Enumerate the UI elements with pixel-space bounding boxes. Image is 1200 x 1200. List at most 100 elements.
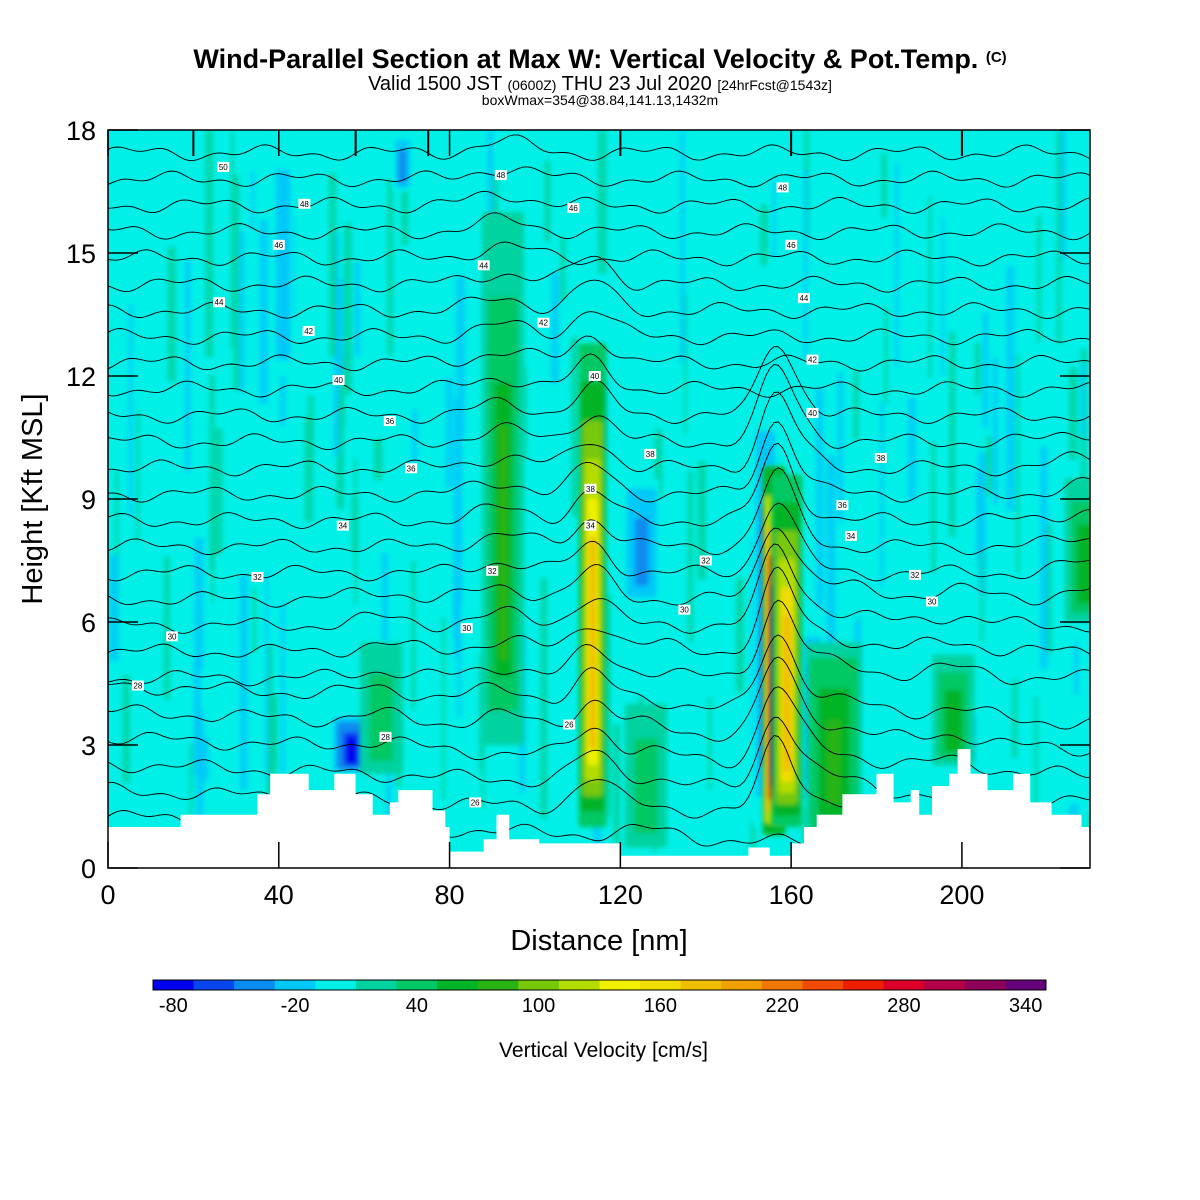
contour-label-bg [213,297,226,308]
field-streak [336,278,344,383]
colorbar-tick-label: 40 [406,995,428,1017]
contour-label-text: 26 [471,798,480,807]
contour-label-text: 32 [910,571,919,580]
colorbar-tick-label: -20 [281,995,310,1017]
contour-label-bg [644,448,657,459]
field-streak [343,223,352,395]
contour-label-text: 40 [590,372,599,381]
colorbar-swatch [193,980,235,990]
colorbar-swatch [640,980,682,990]
contour-label-text: 32 [253,573,262,582]
updraft-band [640,761,652,825]
contour-label: 30 [926,596,939,607]
y-tick-label: 6 [81,608,96,638]
contour-label-bg [217,161,230,172]
field-streak [354,262,361,356]
contour-label-text: 46 [569,204,578,213]
updraft-8 [624,704,668,848]
colorbar-swatch [396,980,438,990]
theta-contour-line [108,311,1090,346]
contour-label: 42 [806,354,819,365]
colorbar-swatch [518,980,560,990]
field-streak [613,724,621,845]
theta-contour-line [108,255,1090,293]
field-streak [880,402,884,587]
field-streak [826,455,836,688]
theta-contour-line [108,467,1090,556]
contour-label-bg [383,416,396,427]
field-streak [853,370,859,440]
contour-label: 38 [584,483,597,494]
field-streak [386,734,392,868]
contour-label-text: 36 [407,464,416,473]
field-streak [1034,696,1038,810]
contour-label: 48 [776,182,789,193]
contour-label-bg [776,182,789,193]
field-streak [194,538,204,668]
colorbar-swatch [558,980,600,990]
y-tick-label: 9 [81,485,96,515]
contour-label-bg [908,569,921,580]
valid-date: THU 23 Jul 2020 [561,73,712,95]
updraft-band [826,719,841,805]
contour-label: 32 [251,571,264,582]
contour-label-bg [844,530,857,541]
y-axis-label: Height [Kft MSL] [17,393,49,604]
x-tick-label: 40 [264,880,294,910]
field-streak [1058,130,1066,260]
contour-label-text: 48 [496,171,505,180]
field-streak [128,304,133,516]
contour-label-bg [836,500,849,511]
field-streak [479,655,484,771]
y-tick-label: 3 [81,731,96,761]
contour-label: 26 [469,797,482,808]
updraft-0 [578,343,607,827]
downdraft-4 [392,130,414,192]
y-tick-label: 18 [66,116,96,146]
theta-contour-line [108,134,1090,162]
contour-label-bg [926,596,939,607]
contour-label-bg [131,680,144,691]
field-streak [381,553,388,642]
contour-label-bg [584,520,597,531]
colorbar-swatch [843,980,885,990]
downdraft-band [346,736,357,764]
theta-contour-line [108,634,1090,730]
field-streak [122,675,130,783]
contour-label-bg [494,170,507,181]
contour-label-bg [469,797,482,808]
field-streak [412,410,418,465]
colorbar-swatch [315,980,357,990]
contour-label: 44 [797,293,810,304]
contour-label: 32 [699,555,712,566]
contour-label-text: 30 [168,632,177,641]
contour-label-bg [874,453,887,463]
contour-label-bg [302,325,315,336]
contour-label-text: 30 [928,598,937,607]
theta-contour-line [108,566,1090,658]
colorbar-swatch [274,980,316,990]
contour-label-text: 44 [799,294,808,303]
colorbar-tick-label: 160 [644,995,677,1017]
field-streak [109,555,119,661]
field-streak [993,357,999,505]
contour-label-text: 38 [586,485,595,494]
theta-contour-line [108,279,1090,320]
theta-contour-line [108,166,1090,188]
field-streak [980,550,984,643]
colorbar-swatch [802,980,844,990]
contour-label: 48 [494,170,507,181]
field-streak [200,736,209,781]
field-streak [411,560,416,709]
valid-prefix: Valid 1500 JST [368,73,502,95]
x-tick-label: 80 [435,880,465,910]
contour-label: 42 [302,325,315,336]
contour-label: 32 [486,565,499,576]
field-streak [941,217,945,376]
field-streak [605,595,611,817]
contour-label: 28 [131,680,144,691]
updraft-band [1080,535,1090,600]
theta-contour-line [108,543,1090,634]
forecast-info: [24hrFcst@1543z] [717,77,832,93]
